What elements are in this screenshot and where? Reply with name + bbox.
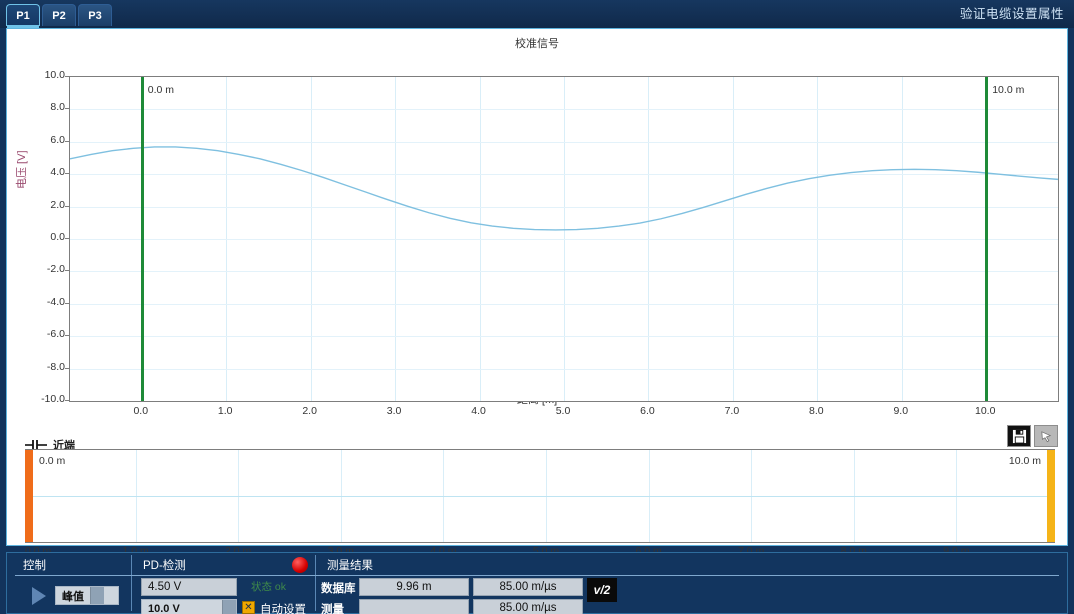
chart-x-tick-label: 0.0 (133, 405, 149, 417)
content-area: 校准信号 电压 [V] 距离 [m] 10.08.06.04.02.00.0-2… (6, 28, 1068, 569)
tab-bar: P1 P2 P3 验证电缆设置属性 (0, 0, 1074, 28)
play-icon (32, 587, 46, 605)
calibration-chart: 校准信号 电压 [V] 距离 [m] 10.08.06.04.02.00.0-2… (7, 29, 1067, 417)
chart-y-tick-label: -10.0 (41, 393, 65, 405)
chart-y-tick-label: -8.0 (46, 360, 65, 373)
results-row-0-label: 数据库 (321, 583, 356, 595)
chart-cursor-right[interactable] (985, 77, 989, 401)
chart-y-tick-label: 2.0 (50, 198, 65, 211)
chart-gridline-h (70, 174, 1058, 176)
measure-mode-select[interactable]: 峰值 (55, 586, 119, 605)
chart-gridline-h (70, 368, 1058, 370)
auto-setup-label: 自动设置 (260, 604, 306, 614)
chart-y-tick-mark (65, 238, 69, 239)
chart-y-tick-label: -2.0 (46, 263, 65, 276)
window-title: 验证电缆设置属性 (959, 7, 1064, 21)
panel-divider-1 (131, 555, 132, 611)
chart-y-tick-label: 6.0 (50, 133, 65, 146)
results-section-header: 测量结果 (327, 560, 373, 572)
chart-y-tick-mark (65, 302, 69, 304)
chart-y-tick-mark (65, 76, 69, 77)
pointer-button[interactable] (1034, 425, 1058, 447)
save-icon (1012, 429, 1026, 444)
tab-p1-label: P1 (16, 9, 30, 22)
chart-title: 校准信号 (515, 38, 559, 50)
cable-strip-right-label: 10.0 m (1008, 455, 1041, 467)
results-row-1-velocity: 85.00 m/µs (473, 599, 583, 614)
pd-status-text: 状态 ok (251, 581, 287, 593)
chart-y-tick-label: 8.0 (50, 101, 65, 114)
chart-y-tick-mark (65, 140, 69, 142)
chart-cursor-left-label: 0.0 m (147, 84, 175, 96)
chart-x-tick-label: 10.0 (975, 405, 996, 417)
measure-mode-value: 峰值 (62, 590, 84, 603)
chart-cursor-right-label: 10.0 m (992, 84, 1025, 96)
chart-x-tick-label: 8.0 (809, 405, 824, 417)
tab-p3[interactable]: P3 (78, 4, 112, 26)
panel-header-rule (15, 575, 1059, 576)
results-row-1-label: 测量 (321, 604, 344, 614)
chart-x-tick-label: 4.0 (471, 405, 486, 417)
chevron-down-icon (90, 587, 104, 604)
results-row-0-velocity: 85.00 m/µs (473, 578, 583, 596)
chart-y-tick-label: 4.0 (50, 166, 65, 179)
chart-y-tick-label: 10.0 (44, 69, 65, 81)
chart-y-tick-mark (65, 173, 69, 175)
tab-p2[interactable]: P2 (42, 4, 76, 26)
auto-setup-checkbox[interactable]: ✕ (242, 601, 255, 614)
chart-y-tick-mark (65, 335, 69, 337)
pd-status-led (292, 557, 308, 573)
chart-gridline-h (70, 336, 1058, 338)
chart-y-tick-label: -6.0 (46, 328, 65, 341)
pd-range-value: 10.0 V (148, 602, 180, 614)
tab-p1[interactable]: P1 (6, 4, 40, 28)
chart-x-tick-label: 3.0 (386, 405, 402, 417)
start-button[interactable] (25, 581, 53, 611)
chart-y-tick-label: -4.0 (46, 295, 65, 308)
chart-gridline-h (70, 141, 1058, 143)
near-end-icon (25, 440, 47, 450)
chart-x-tick-label: 9.0 (893, 405, 909, 417)
chart-y-tick-mark (65, 270, 69, 272)
save-button[interactable] (1007, 425, 1031, 447)
control-section-header: 控制 (23, 560, 46, 572)
cable-strip[interactable]: 0.0 m 10.0 m (25, 449, 1055, 543)
tab-p3-label: P3 (88, 9, 102, 22)
chart-gridline-h (70, 271, 1058, 273)
half-velocity-badge[interactable]: v/2 (587, 578, 617, 602)
chart-gridline-h (70, 239, 1058, 240)
chart-gridline-h (70, 303, 1058, 305)
waveform-trace (70, 146, 1058, 231)
chart-y-tick-mark (65, 400, 69, 401)
chart-x-tick-label: 2.0 (302, 405, 317, 417)
chart-plot-area[interactable]: 0.0 m 10.0 m (69, 76, 1059, 402)
chart-x-tick-label: 1.0 (217, 405, 233, 417)
pd-range-select[interactable]: 10.0 V (141, 599, 237, 614)
cable-strip-right-marker[interactable] (1047, 450, 1055, 542)
chart-y-tick-mark (65, 367, 69, 369)
chart-x-tick-label: 5.0 (555, 405, 571, 417)
chart-x-tick-label: 6.0 (640, 405, 655, 417)
cable-strip-left-label: 0.0 m (39, 455, 66, 467)
bottom-panel: 控制 PD-检测 测量结果 峰值 4.50 V 10.0 V 状态 ok ✕ 自… (6, 552, 1068, 614)
chart-y-tick-mark (65, 205, 69, 207)
chart-gridline-h (70, 109, 1058, 111)
chart-x-tick-label: 7.0 (724, 405, 740, 417)
panel-divider-2 (315, 555, 316, 611)
cable-strip-centerline (25, 496, 1055, 497)
chart-y-tick-label: 0.0 (50, 231, 65, 243)
cable-strip-left-marker[interactable] (25, 450, 33, 542)
pd-detect-section-header: PD-检测 (143, 560, 186, 572)
pd-threshold-field[interactable]: 4.50 V (141, 578, 237, 596)
tab-p2-label: P2 (52, 9, 66, 22)
pointer-icon (1040, 430, 1051, 442)
chart-gridline-h (70, 206, 1058, 208)
chart-y-tick-mark (65, 108, 69, 110)
results-row-1-length (359, 599, 469, 614)
results-row-0-length: 9.96 m (359, 578, 469, 596)
chart-cursor-left[interactable] (140, 77, 144, 401)
chevron-down-icon (222, 600, 236, 614)
